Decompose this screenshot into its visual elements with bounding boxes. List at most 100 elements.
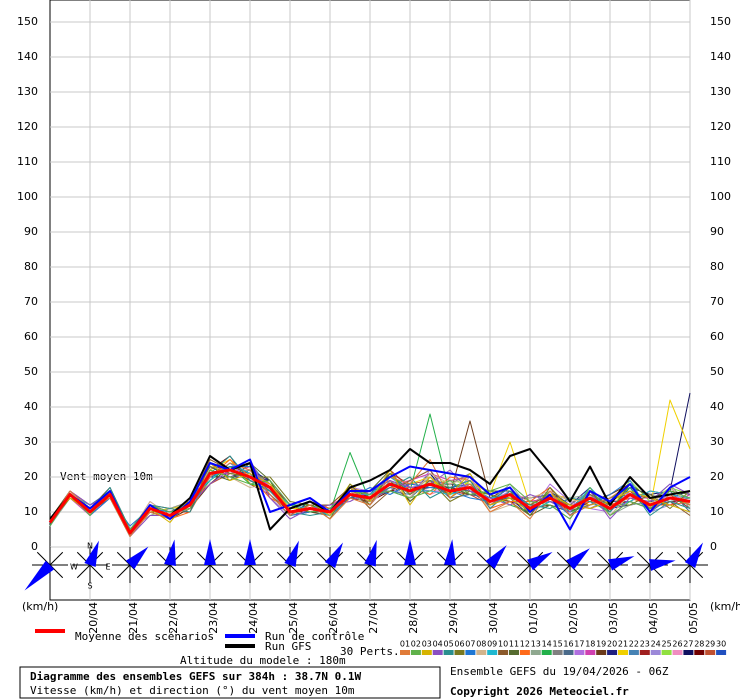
compass-ray bbox=[36, 551, 51, 566]
wind-wedge bbox=[607, 556, 635, 571]
y-tick-label: 50 bbox=[24, 365, 38, 378]
compass-ray bbox=[89, 564, 104, 579]
legend-swatch bbox=[421, 650, 432, 655]
compass-ray bbox=[689, 564, 704, 579]
legend-label: 26 bbox=[672, 640, 682, 649]
legend-label: 01 bbox=[400, 640, 410, 649]
compass-ray bbox=[516, 564, 531, 579]
y-tick-label: 20 bbox=[24, 470, 38, 483]
copyright: Copyright 2026 Meteociel.fr bbox=[450, 685, 629, 698]
y-tick-label-right: 120 bbox=[710, 120, 731, 133]
legend-label: 03 bbox=[422, 640, 432, 649]
legend-label: 05 bbox=[444, 640, 454, 649]
compass-ray bbox=[636, 551, 651, 566]
x-tick-label: 28/04 bbox=[407, 602, 420, 634]
legend-swatch bbox=[716, 650, 727, 655]
legend-swatch bbox=[498, 650, 509, 655]
y-tick-label: 110 bbox=[17, 155, 38, 168]
compass-ray bbox=[476, 564, 491, 579]
wind-wedge bbox=[244, 539, 256, 565]
wind-wedge bbox=[444, 539, 456, 566]
compass-ray bbox=[556, 551, 571, 566]
legend-label: 28 bbox=[694, 640, 704, 649]
legend-label: 21 bbox=[618, 640, 628, 649]
compass-ray bbox=[156, 564, 171, 579]
compass-ray bbox=[596, 564, 611, 579]
legend-label: 14 bbox=[542, 640, 552, 649]
y-tick-label-right: 70 bbox=[710, 295, 724, 308]
compass-ray bbox=[676, 564, 691, 579]
legend-swatch bbox=[400, 650, 410, 655]
series-line bbox=[48, 468, 691, 535]
compass-ray bbox=[116, 551, 131, 566]
x-tick-label: 30/04 bbox=[487, 602, 500, 634]
compass-ray bbox=[116, 564, 131, 579]
compass-ray bbox=[556, 564, 571, 579]
compass-ray bbox=[369, 564, 384, 579]
y-tick-label-right: 10 bbox=[710, 505, 724, 518]
wind-wedge bbox=[684, 542, 703, 568]
legend-label: Moyenne des scénarios bbox=[75, 630, 214, 643]
legend-label: 22 bbox=[629, 640, 639, 649]
compass-ray bbox=[236, 564, 251, 579]
y-tick-label-right: 50 bbox=[710, 365, 724, 378]
compass-ray bbox=[329, 564, 344, 579]
legend-swatch bbox=[650, 650, 661, 655]
legend-label: 17 bbox=[574, 640, 584, 649]
compass-ray bbox=[276, 564, 291, 579]
x-tick-label: 27/04 bbox=[367, 602, 380, 634]
legend-swatch bbox=[607, 650, 618, 655]
y-tick-label: 120 bbox=[17, 120, 38, 133]
wind-wedge bbox=[84, 540, 99, 568]
compass-ray bbox=[129, 564, 144, 579]
compass-ray bbox=[516, 551, 531, 566]
compass-ray bbox=[636, 564, 651, 579]
info-box bbox=[19, 666, 441, 699]
legend-swatch bbox=[574, 650, 585, 655]
compass-ray bbox=[76, 564, 91, 579]
legend-label: 09 bbox=[487, 640, 497, 649]
y-tick-label: 140 bbox=[17, 50, 38, 63]
legend-label: 27 bbox=[683, 640, 693, 649]
legend-swatch bbox=[509, 650, 519, 655]
x-tick-label: 04/05 bbox=[647, 602, 660, 634]
x-tick-label: 23/04 bbox=[207, 602, 220, 634]
y-tick-label-right: 60 bbox=[710, 330, 724, 343]
legend-swatch bbox=[694, 650, 705, 655]
compass-ray bbox=[356, 564, 371, 579]
legend-label: 20 bbox=[607, 640, 617, 649]
legend-label: 18 bbox=[585, 640, 595, 649]
compass-ray bbox=[289, 564, 304, 579]
compass-label: N bbox=[87, 542, 93, 551]
legend-label: 23 bbox=[640, 640, 650, 649]
legend-swatch bbox=[476, 650, 487, 655]
compass-ray bbox=[169, 564, 184, 579]
legend-label: Run GFS bbox=[265, 640, 311, 653]
compass-label: W bbox=[70, 563, 78, 572]
compass-ray bbox=[396, 564, 411, 579]
legend-swatch bbox=[432, 650, 443, 655]
y-tick-label: 70 bbox=[24, 295, 38, 308]
altitude: Altitude du modele : 180m bbox=[180, 654, 346, 667]
wind-wedge bbox=[364, 539, 377, 567]
legend-swatch bbox=[465, 650, 476, 655]
legend-swatch bbox=[705, 650, 716, 655]
series-line bbox=[49, 459, 691, 537]
x-tick-label: 22/04 bbox=[167, 602, 180, 634]
subtitle: Vitesse (km/h) et direction (°) du vent … bbox=[30, 684, 355, 697]
legend-label: 29 bbox=[705, 640, 715, 649]
x-tick-label: 25/04 bbox=[287, 602, 300, 634]
x-tick-label: 20/04 bbox=[87, 602, 100, 634]
legend-swatch bbox=[683, 650, 694, 655]
legend-swatch bbox=[585, 650, 596, 655]
y-tick-label: 100 bbox=[17, 190, 38, 203]
compass-ray bbox=[49, 551, 64, 566]
y-tick-label: 150 bbox=[17, 15, 38, 28]
y-tick-label: 80 bbox=[24, 260, 38, 273]
legend-swatch bbox=[487, 650, 498, 655]
y-tick-label: 30 bbox=[24, 435, 38, 448]
x-tick-label: 01/05 bbox=[527, 602, 540, 634]
series-line bbox=[49, 469, 691, 530]
x-tick-label: 24/04 bbox=[247, 602, 260, 634]
